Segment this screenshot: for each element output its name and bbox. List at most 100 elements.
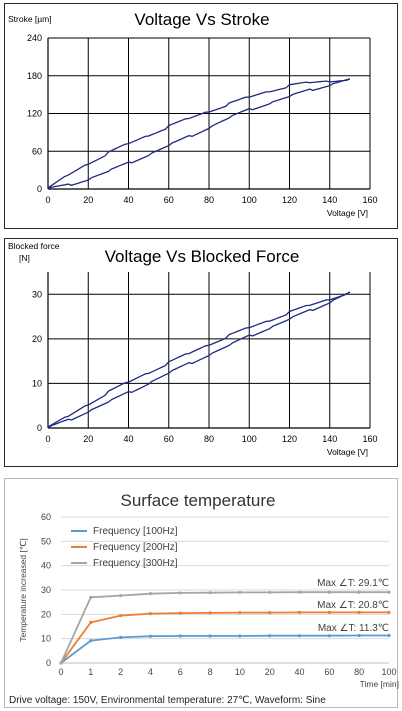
data-point — [119, 635, 123, 640]
series-line-falling — [47, 291, 351, 429]
data-point — [208, 611, 212, 615]
series-line-rising — [47, 78, 351, 189]
data-point — [268, 634, 272, 638]
legend-entry: Frequency [100Hz] — [93, 526, 178, 537]
x-tick-label: 1 — [88, 667, 93, 677]
chart-title: Voltage Vs Stroke — [134, 10, 269, 29]
x-tick-label: 20 — [265, 667, 275, 677]
data-point — [178, 611, 182, 615]
data-point — [357, 633, 361, 638]
data-point — [59, 661, 63, 665]
x-tick-label: 100 — [242, 434, 257, 444]
y-axis-label: Temperature increased [℃] — [18, 538, 28, 642]
x-tick-label: 140 — [322, 195, 337, 205]
data-point — [178, 591, 182, 595]
data-point — [89, 639, 93, 643]
y-tick-label: 180 — [27, 71, 42, 81]
x-tick-label: 40 — [295, 667, 305, 677]
series-line-1 — [60, 611, 389, 664]
x-tick-label: 8 — [208, 667, 213, 677]
x-tick-label: 60 — [324, 667, 334, 677]
x-tick-label: 2 — [118, 667, 123, 677]
data-point — [119, 613, 123, 618]
x-axis-label: Time [min] — [360, 679, 399, 689]
x-tick-label: 60 — [164, 434, 174, 444]
data-point — [327, 590, 331, 594]
stroke-chart-panel: Voltage Vs Stroke 0 20 40 60 80 100 120 140 160 0 6… — [4, 3, 398, 229]
y-axis-unit-label: [N] — [19, 253, 30, 263]
data-point — [238, 611, 242, 615]
y-tick-label: 30 — [41, 585, 51, 595]
data-point — [238, 590, 242, 595]
max-temperature-annotation: Max ∠T: 11.3℃ — [318, 623, 389, 634]
data-point — [387, 590, 391, 594]
data-point — [357, 590, 361, 594]
legend-entry: Frequency [200Hz] — [93, 542, 178, 553]
x-tick-label: 160 — [362, 195, 377, 205]
x-axis-label: Voltage [V] — [327, 208, 368, 218]
x-tick-label: 80 — [204, 195, 214, 205]
stroke-chart: Voltage Vs Stroke 0 20 40 60 80 100 120 140 160 0 6… — [8, 10, 378, 218]
max-temperature-annotation: Max ∠T: 20.8℃ — [317, 600, 389, 611]
blocked-force-chart-panel: Voltage Vs Blocked Force 0 20 40 60 80 100 120 1… — [4, 238, 398, 467]
x-tick-label: 0 — [45, 195, 50, 205]
x-tick-label: 20 — [83, 434, 93, 444]
x-tick-label: 120 — [282, 434, 297, 444]
x-tick-label: 100 — [242, 195, 257, 205]
x-tick-label: 80 — [354, 667, 364, 677]
data-point — [387, 610, 391, 614]
x-tick-label: 80 — [204, 434, 214, 444]
series-line-rising — [47, 291, 351, 428]
y-tick-label: 10 — [41, 634, 51, 644]
x-tick-label: 40 — [123, 195, 133, 205]
data-point — [327, 610, 331, 614]
chart-title: Surface temperature — [121, 491, 276, 510]
data-point — [148, 634, 153, 638]
data-point — [297, 590, 302, 594]
x-tick-label: 0 — [45, 434, 50, 444]
x-tick-label: 40 — [123, 434, 133, 444]
surface-temperature-chart: Surface temperature 0 10 20 30 40 50 60 0 1 2 4 6 8 10… — [9, 491, 399, 706]
series-line-0 — [60, 634, 389, 664]
data-point — [208, 634, 212, 638]
surface-temperature-chart-panel: Surface temperature 0 10 20 30 40 50 60 0 1 2 4 6 8 10… — [4, 478, 399, 708]
y-tick-label: 20 — [32, 334, 42, 344]
y-tick-label: 0 — [37, 423, 42, 433]
y-tick-label: 60 — [32, 146, 42, 156]
chart-caption: Drive voltage: 150V, Environmental tempe… — [9, 695, 326, 706]
y-axis-label: Stroke [µm] — [8, 14, 52, 24]
data-point — [148, 612, 153, 616]
data-point — [327, 634, 331, 638]
x-tick-label: 0 — [58, 667, 63, 677]
data-point — [297, 610, 302, 614]
y-tick-label: 120 — [27, 109, 42, 119]
data-point — [89, 620, 93, 624]
data-point — [268, 611, 272, 615]
data-point — [208, 591, 212, 595]
chart-title: Voltage Vs Blocked Force — [105, 247, 300, 266]
y-tick-label: 20 — [41, 609, 51, 619]
x-tick-label: 140 — [322, 434, 337, 444]
data-point — [268, 590, 272, 595]
x-tick-label: 160 — [362, 434, 377, 444]
x-tick-label: 20 — [83, 195, 93, 205]
max-temperature-annotation: Max ∠T: 29.1℃ — [317, 578, 389, 589]
data-point — [238, 634, 242, 638]
y-tick-label: 30 — [32, 289, 42, 299]
legend-entry: Frequency [300Hz] — [93, 558, 178, 569]
x-tick-label: 10 — [235, 667, 245, 677]
series-line-2 — [60, 591, 389, 664]
x-axis-label: Voltage [V] — [327, 447, 368, 457]
y-tick-label: 40 — [41, 561, 51, 571]
y-tick-label: 60 — [41, 512, 51, 522]
data-point — [357, 610, 361, 614]
data-point — [89, 595, 93, 599]
x-tick-label: 100 — [381, 667, 396, 677]
data-point — [119, 593, 123, 598]
y-tick-label: 240 — [27, 33, 42, 43]
y-tick-label: 0 — [46, 658, 51, 668]
y-tick-label: 0 — [37, 184, 42, 194]
data-point — [297, 634, 302, 638]
y-tick-label: 50 — [41, 536, 51, 546]
series-line-falling — [47, 78, 351, 190]
